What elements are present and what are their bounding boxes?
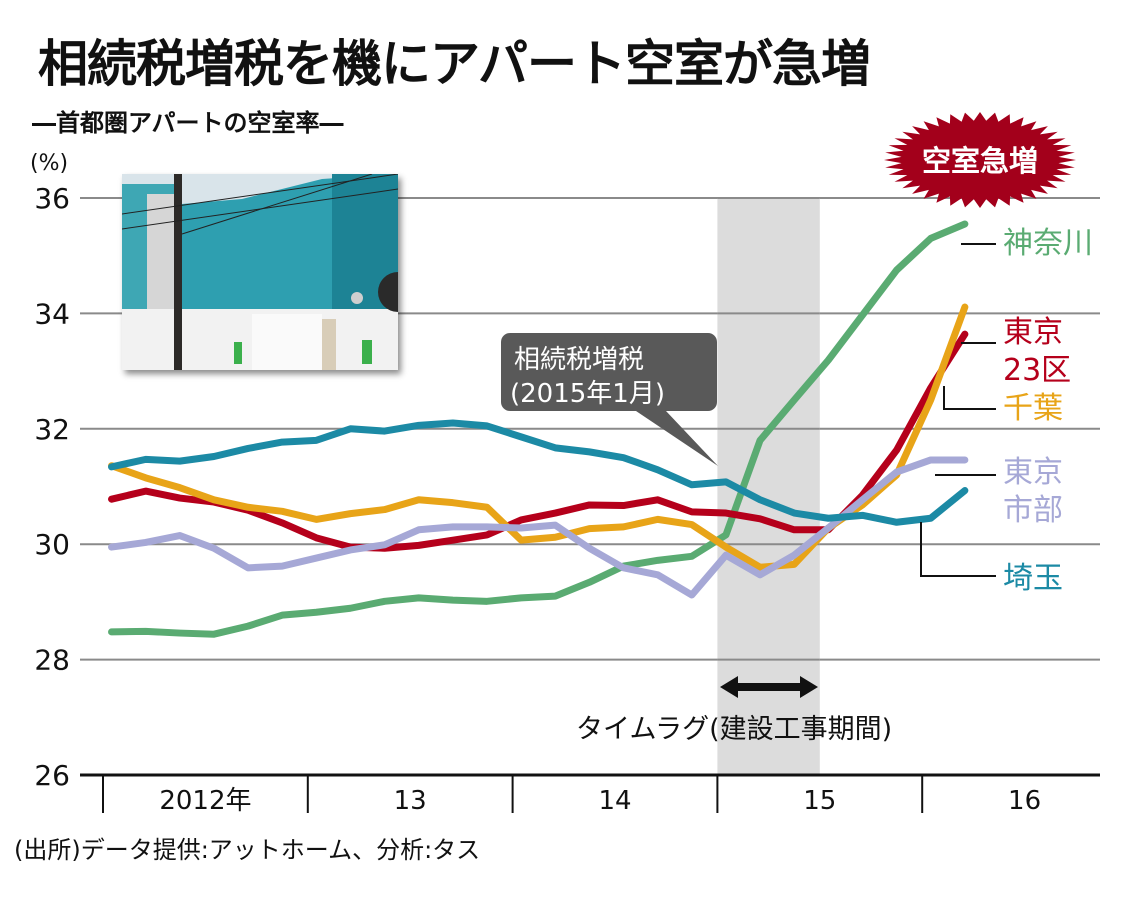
series-line-東京市部 <box>108 456 969 599</box>
callout-line2: (2015年1月) <box>510 379 665 409</box>
construction-photo <box>122 174 398 370</box>
series-line-埼玉 <box>108 419 969 526</box>
y-tick-label: 28 <box>34 644 70 677</box>
x-tick-label: 13 <box>394 786 427 816</box>
x-axis: 2012年 13 14 15 16 <box>80 773 1100 816</box>
y-tick-label: 26 <box>34 759 70 792</box>
leader-line <box>943 386 996 410</box>
callout-bubble <box>501 333 718 466</box>
x-tick-label: 16 <box>1008 786 1041 816</box>
source-note: (出所)データ提供:アットホーム、分析:タス <box>14 836 481 864</box>
double-arrow-icon <box>720 676 818 698</box>
y-axis-ticks: 26 28 30 32 34 36 <box>34 182 70 792</box>
y-axis-unit-label: (%) <box>30 151 68 176</box>
timelag-label: タイムラグ(建設工事期間) <box>576 714 892 745</box>
x-tick-label: 15 <box>803 786 836 816</box>
series-label: 東京 <box>1003 315 1063 350</box>
series-lines <box>108 220 969 638</box>
y-tick-label: 32 <box>34 413 70 446</box>
chart-title: 相続税増税を機にアパート空室が急増 <box>38 34 871 93</box>
series-label: 市部 <box>1003 493 1063 528</box>
tax-increase-callout: 相続税増税 (2015年1月) <box>501 333 718 466</box>
vacancy-surge-badge: 空室急増 <box>884 112 1076 208</box>
x-tick-label: 2012年 <box>159 786 251 816</box>
timelag-arrow <box>720 676 818 698</box>
series-label: 埼玉 <box>1003 561 1063 596</box>
series-label: 神奈川 <box>1003 226 1093 261</box>
leader-line <box>920 522 996 577</box>
y-tick-label: 30 <box>34 528 70 561</box>
legend-leader-lines <box>920 243 996 577</box>
series-label: 23区 <box>1003 353 1071 388</box>
series-label: 千葉 <box>1003 391 1063 426</box>
series-label: 東京 <box>1003 455 1063 490</box>
x-tick-label: 14 <box>598 786 631 816</box>
series-line-神奈川 <box>108 220 969 638</box>
badge-label: 空室急増 <box>922 144 1038 178</box>
y-tick-label: 36 <box>34 182 70 215</box>
chart-subtitle: ―首都圏アパートの空室率― <box>32 109 344 137</box>
burst-shape <box>884 112 1076 208</box>
y-tick-label: 34 <box>34 297 70 330</box>
callout-line1: 相続税増税 <box>514 345 644 375</box>
construction-photo-image <box>122 174 398 370</box>
